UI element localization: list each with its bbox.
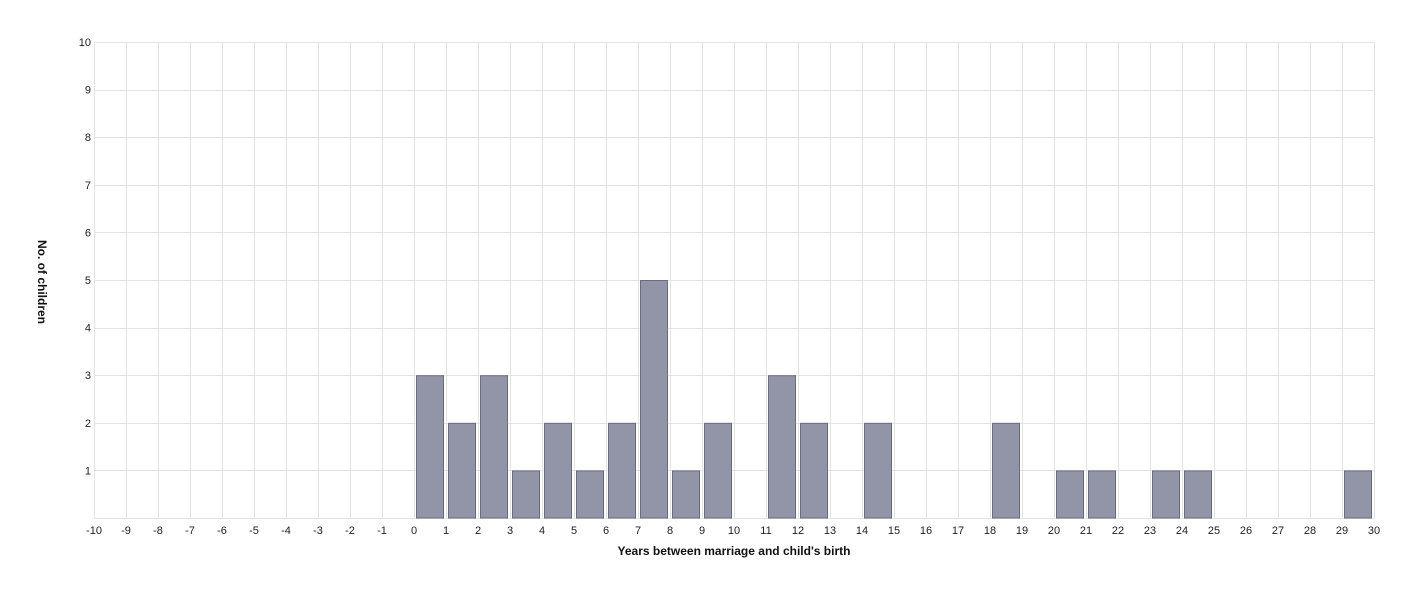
x-tick-label: 1	[443, 525, 449, 537]
x-tick-label: 2	[475, 525, 481, 537]
x-tick-label: 28	[1304, 525, 1316, 537]
x-tick-label: 23	[1144, 525, 1156, 537]
bar-1-2[interactable]	[448, 422, 476, 519]
bar-11-12[interactable]	[768, 375, 796, 519]
y-tick-label: 2	[85, 418, 91, 430]
x-tick-label: 22	[1112, 525, 1124, 537]
bar-29-30[interactable]	[1344, 470, 1372, 519]
x-tick-label: -9	[121, 525, 131, 537]
x-tick-label: 26	[1240, 525, 1252, 537]
y-tick-label: 9	[85, 85, 91, 97]
y-tick-label: 5	[85, 275, 91, 287]
x-tick-label: 27	[1272, 525, 1284, 537]
bar-20-21[interactable]	[1056, 470, 1084, 519]
x-tick-label: 25	[1208, 525, 1220, 537]
x-tick-label: 21	[1080, 525, 1092, 537]
x-tick-label: 30	[1368, 525, 1380, 537]
bar-18-19[interactable]	[992, 422, 1020, 519]
x-tick-label: -4	[281, 525, 291, 537]
x-tick-label: 15	[888, 525, 900, 537]
y-axis-ticks: 1 2 3 4 5 6 7 8 9 10	[79, 37, 91, 477]
y-tick-label: 3	[85, 370, 91, 382]
x-tick-label: 11	[760, 525, 771, 537]
bar-8-9[interactable]	[672, 470, 700, 519]
bar-23-24[interactable]	[1152, 470, 1180, 519]
x-tick-label: -10	[86, 525, 102, 537]
y-tick-label: 8	[85, 132, 91, 144]
y-tick-label: 1	[85, 465, 91, 477]
y-tick-label: 10	[79, 37, 91, 49]
grid	[94, 42, 1375, 519]
x-tick-label: 4	[539, 525, 545, 537]
x-tick-label: 5	[571, 525, 577, 537]
bar-7-8[interactable]	[640, 280, 668, 519]
x-tick-label: 18	[984, 525, 996, 537]
x-tick-label: 13	[824, 525, 836, 537]
x-axis-ticks: -10 -9 -8 -7 -6 -5 -4 -3 -2 -1 0 1 2 3 4 5 6 7 8 9 10 11 12 13 1…	[86, 525, 1380, 537]
x-tick-label: -1	[377, 525, 387, 537]
bar-24-25[interactable]	[1184, 470, 1212, 519]
x-tick-label: 24	[1176, 525, 1188, 537]
x-tick-label: -7	[185, 525, 195, 537]
x-tick-label: 10	[728, 525, 740, 537]
x-tick-label: 19	[1016, 525, 1028, 537]
x-tick-label: 20	[1048, 525, 1060, 537]
y-tick-label: 7	[85, 180, 91, 192]
bar-14-15[interactable]	[864, 422, 892, 519]
x-tick-label: -2	[345, 525, 355, 537]
bar-5-6[interactable]	[576, 470, 604, 519]
x-tick-label: 14	[856, 525, 868, 537]
x-tick-label: 6	[603, 525, 609, 537]
x-tick-label: 16	[920, 525, 932, 537]
x-tick-label: 3	[507, 525, 513, 537]
x-tick-label: 17	[952, 525, 964, 537]
bar-3-4[interactable]	[512, 470, 540, 519]
bar-4-5[interactable]	[544, 422, 572, 519]
bar-0-1[interactable]	[416, 375, 444, 519]
x-tick-label: 8	[667, 525, 673, 537]
x-tick-label: -5	[249, 525, 259, 537]
y-tick-label: 4	[85, 323, 91, 335]
x-tick-label: 9	[699, 525, 705, 537]
bar-12-13[interactable]	[800, 422, 828, 519]
bar-9-10[interactable]	[704, 422, 732, 519]
x-tick-label: 0	[411, 525, 417, 537]
y-tick-label: 6	[85, 227, 91, 239]
bar-6-7[interactable]	[608, 422, 636, 519]
x-tick-label: -8	[153, 525, 163, 537]
x-tick-label: 7	[635, 525, 641, 537]
x-axis-title: Years between marriage and child's birth	[618, 544, 851, 558]
x-tick-label: 12	[792, 525, 804, 537]
y-axis-title: No. of children	[35, 240, 49, 324]
x-tick-label: -6	[217, 525, 227, 537]
x-tick-label: 29	[1336, 525, 1348, 537]
x-tick-label: -3	[313, 525, 323, 537]
bar-2-3[interactable]	[480, 375, 508, 519]
bar-21-22[interactable]	[1088, 470, 1116, 519]
bars	[416, 280, 1372, 519]
